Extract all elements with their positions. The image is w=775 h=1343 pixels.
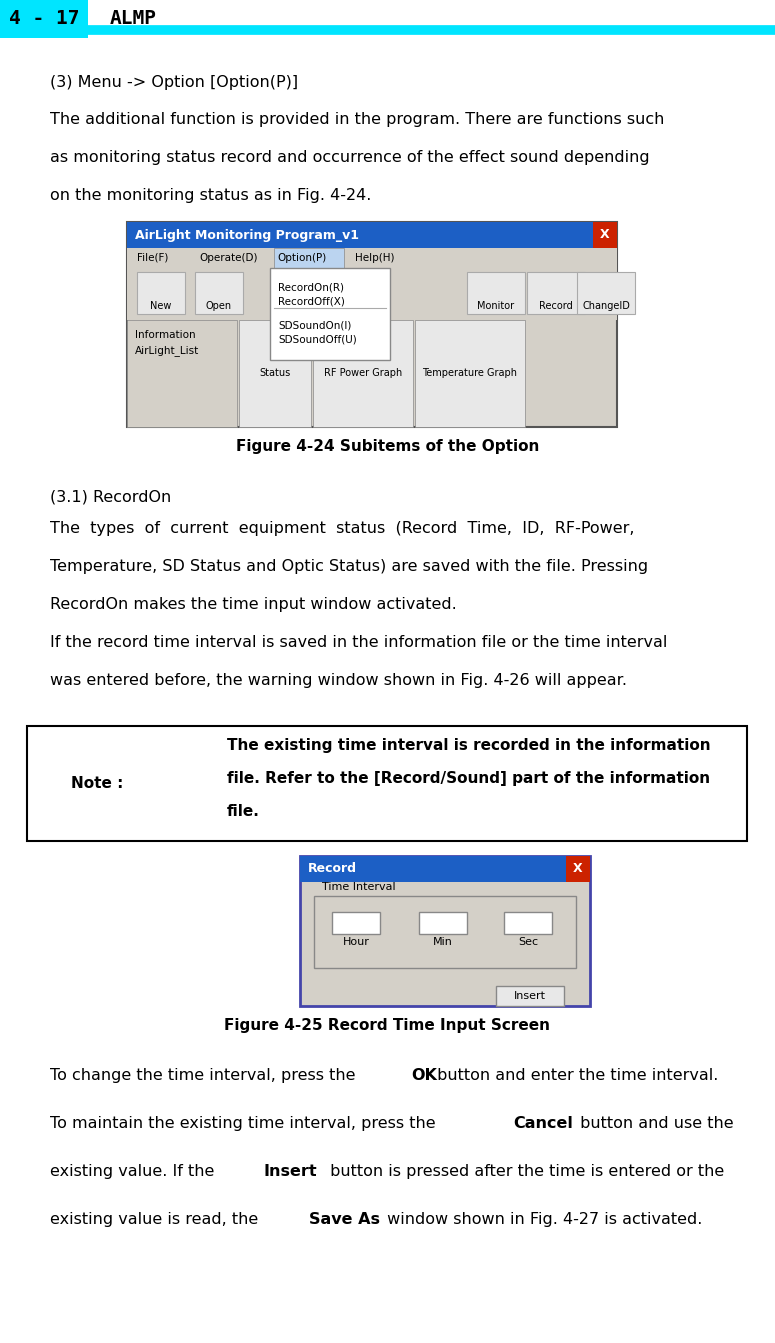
FancyBboxPatch shape: [300, 855, 590, 1006]
Text: Insert: Insert: [263, 1164, 317, 1179]
Text: Temperature, SD Status and Optic Status) are saved with the file. Pressing: Temperature, SD Status and Optic Status)…: [50, 559, 648, 573]
FancyBboxPatch shape: [27, 727, 747, 841]
Text: existing value. If the: existing value. If the: [50, 1164, 219, 1179]
Text: Insert: Insert: [514, 991, 546, 1001]
Text: The additional function is provided in the program. There are functions such: The additional function is provided in t…: [50, 111, 664, 128]
FancyBboxPatch shape: [504, 912, 552, 933]
FancyBboxPatch shape: [127, 248, 617, 269]
Text: file.: file.: [227, 804, 260, 819]
Text: The  types  of  current  equipment  status  (Record  Time,  ID,  RF-Power,: The types of current equipment status (R…: [50, 521, 635, 536]
Text: Record: Record: [539, 301, 573, 312]
Text: ChangeID: ChangeID: [582, 301, 630, 312]
FancyBboxPatch shape: [593, 222, 617, 248]
Text: OK: OK: [412, 1068, 437, 1082]
Text: as monitoring status record and occurrence of the effect sound depending: as monitoring status record and occurren…: [50, 150, 649, 165]
Text: button and enter the time interval.: button and enter the time interval.: [432, 1068, 718, 1082]
Text: Sec: Sec: [518, 937, 538, 947]
FancyBboxPatch shape: [127, 269, 617, 320]
FancyBboxPatch shape: [332, 912, 380, 933]
Text: Note :: Note :: [71, 776, 123, 791]
Text: was entered before, the warning window shown in Fig. 4-26 will appear.: was entered before, the warning window s…: [50, 673, 627, 688]
Text: Monitor: Monitor: [477, 301, 515, 312]
Text: New: New: [150, 301, 172, 312]
Text: Min: Min: [433, 937, 453, 947]
FancyBboxPatch shape: [127, 222, 617, 248]
Text: RecordOff(X): RecordOff(X): [278, 295, 345, 306]
Text: (3) Menu -> Option [Option(P)]: (3) Menu -> Option [Option(P)]: [50, 75, 298, 90]
Text: RecordOn makes the time input window activated.: RecordOn makes the time input window act…: [50, 598, 456, 612]
Text: Operate(D): Operate(D): [199, 252, 257, 263]
FancyBboxPatch shape: [274, 248, 344, 269]
Text: Save As: Save As: [309, 1211, 381, 1228]
FancyBboxPatch shape: [127, 320, 237, 427]
Text: Open: Open: [206, 301, 232, 312]
Text: 4 - 17: 4 - 17: [9, 9, 79, 28]
Text: SDSoundOff(U): SDSoundOff(U): [278, 334, 356, 344]
Text: ALMP: ALMP: [110, 9, 157, 28]
Text: window shown in Fig. 4-27 is activated.: window shown in Fig. 4-27 is activated.: [382, 1211, 702, 1228]
Text: If the record time interval is saved in the information file or the time interva: If the record time interval is saved in …: [50, 635, 667, 650]
Text: X: X: [574, 862, 583, 876]
Text: AirLight Monitoring Program_v1: AirLight Monitoring Program_v1: [135, 228, 359, 242]
Text: Figure 4-25 Record Time Input Screen: Figure 4-25 Record Time Input Screen: [225, 1018, 550, 1033]
FancyBboxPatch shape: [313, 320, 413, 427]
FancyBboxPatch shape: [419, 912, 467, 933]
Text: AirLight_List: AirLight_List: [135, 345, 199, 356]
FancyBboxPatch shape: [527, 273, 585, 314]
FancyBboxPatch shape: [270, 269, 390, 360]
Text: Hour: Hour: [343, 937, 370, 947]
Text: Figure 4-24 Subitems of the Option: Figure 4-24 Subitems of the Option: [236, 439, 539, 454]
Text: button is pressed after the time is entered or the: button is pressed after the time is ente…: [326, 1164, 725, 1179]
FancyBboxPatch shape: [566, 855, 590, 882]
FancyBboxPatch shape: [300, 855, 590, 882]
Text: The existing time interval is recorded in the information: The existing time interval is recorded i…: [227, 739, 711, 753]
Text: RecordOn(R): RecordOn(R): [278, 282, 344, 291]
Text: File(F): File(F): [137, 252, 168, 263]
Text: file. Refer to the [Record/Sound] part of the information: file. Refer to the [Record/Sound] part o…: [227, 771, 710, 786]
Text: Time Interval: Time Interval: [322, 882, 395, 892]
Text: on the monitoring status as in Fig. 4-24.: on the monitoring status as in Fig. 4-24…: [50, 188, 371, 203]
FancyBboxPatch shape: [195, 273, 243, 314]
Text: Help(H): Help(H): [355, 252, 394, 263]
Text: Information: Information: [135, 330, 195, 340]
Text: Status: Status: [260, 368, 291, 379]
FancyBboxPatch shape: [239, 320, 311, 427]
Text: To maintain the existing time interval, press the: To maintain the existing time interval, …: [50, 1116, 441, 1131]
FancyBboxPatch shape: [137, 273, 185, 314]
Text: Cancel: Cancel: [513, 1116, 573, 1131]
Text: Temperature Graph: Temperature Graph: [422, 368, 518, 379]
FancyBboxPatch shape: [467, 273, 525, 314]
FancyBboxPatch shape: [0, 0, 88, 38]
Text: X: X: [600, 228, 610, 242]
FancyBboxPatch shape: [415, 320, 525, 427]
FancyBboxPatch shape: [314, 896, 576, 968]
Text: RF Power Graph: RF Power Graph: [324, 368, 402, 379]
Text: existing value is read, the: existing value is read, the: [50, 1211, 264, 1228]
Text: To change the time interval, press the: To change the time interval, press the: [50, 1068, 360, 1082]
FancyBboxPatch shape: [496, 986, 564, 1006]
FancyBboxPatch shape: [577, 273, 635, 314]
Text: button and use the: button and use the: [576, 1116, 734, 1131]
Text: Record: Record: [308, 862, 357, 876]
FancyBboxPatch shape: [127, 222, 617, 427]
Text: Option(P): Option(P): [277, 252, 326, 263]
Text: SDSoundOn(I): SDSoundOn(I): [278, 320, 351, 330]
Text: (3.1) RecordOn: (3.1) RecordOn: [50, 489, 171, 504]
